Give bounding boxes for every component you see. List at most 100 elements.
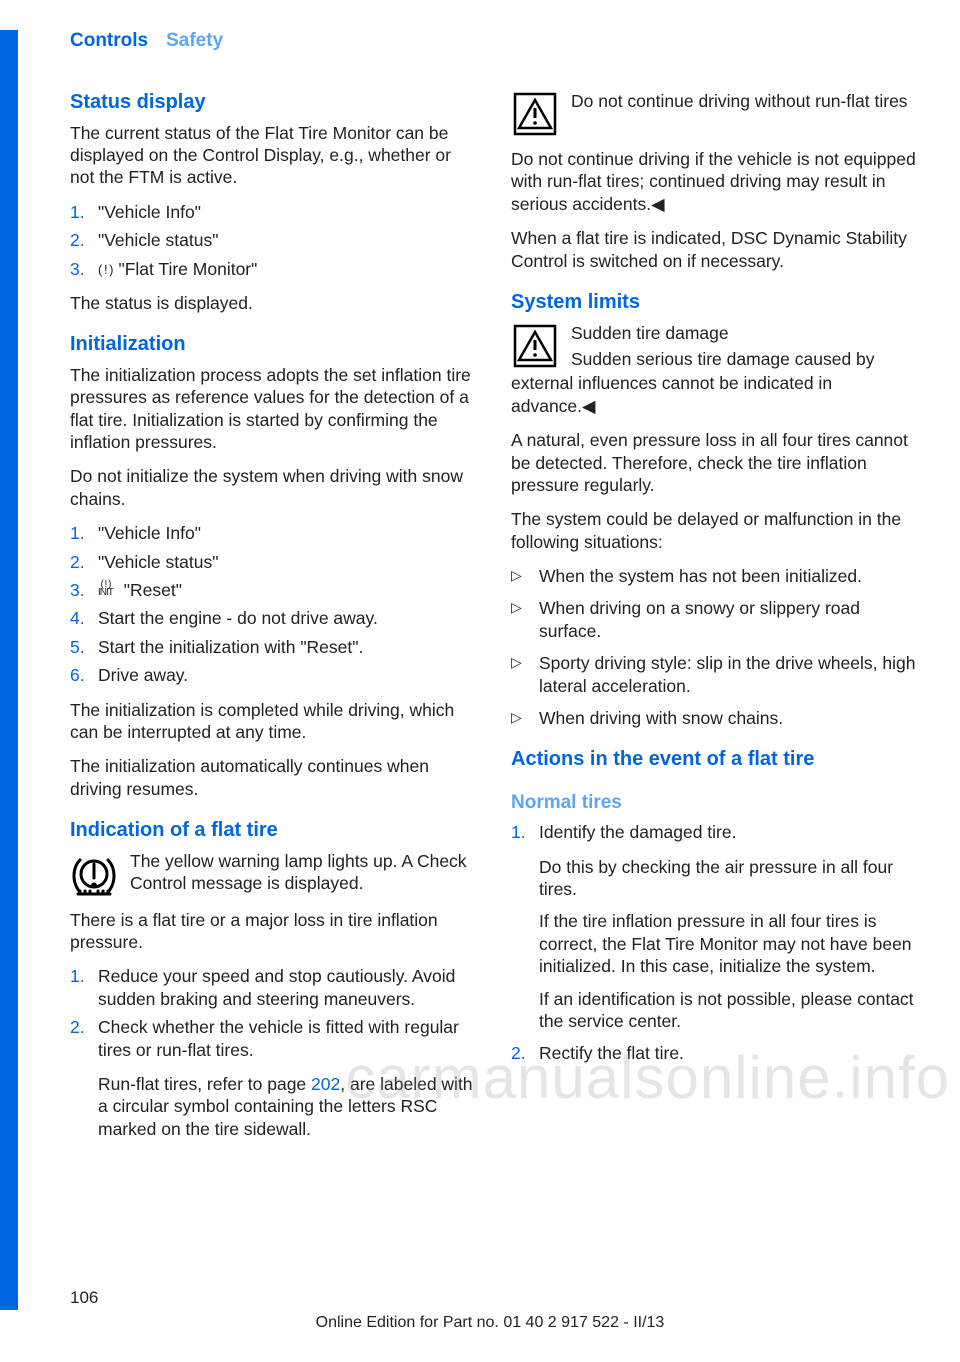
list-item: 3.( ! ) "Flat Tire Monitor" [70,258,479,280]
bullet-text: When driving on a snowy or slippery road… [539,597,920,642]
warning-triangle-icon [511,90,559,138]
page-footer: 106 Online Edition for Part no. 01 40 2 … [60,1288,920,1332]
list-item: 2.Rectify the flat tire. [511,1042,920,1064]
reset-glyph-icon: ( ! )INIT [98,581,113,597]
page-number: 106 [60,1288,920,1308]
list-item: 3.( ! )INIT "Reset" [70,579,479,601]
right-column: Do not continue driving without run-flat… [511,90,920,1150]
init-p4: The initialization automatically continu… [70,755,479,800]
step-number: 1. [70,201,98,223]
warning-2-text: Sudden tire damage Sudden serious tire d… [571,322,875,371]
init-steps: 1."Vehicle Info" 2."Vehicle status" 3.( … [70,522,479,686]
page-link-202[interactable]: 202 [311,1074,340,1094]
side-accent-bar [0,30,18,1310]
step-number: 6. [70,664,98,686]
list-item: 5.Start the initialization with "Reset". [70,636,479,658]
list-item: 1."Vehicle Info" [70,522,479,544]
step-label: "Reset" [124,580,182,600]
page-header: Controls Safety [60,30,920,52]
status-intro: The current status of the Flat Tire Moni… [70,122,479,189]
init-p3: The initialization is completed while dr… [70,699,479,744]
step-number: 1. [70,522,98,544]
step-text: "Vehicle status" [98,229,479,251]
heading-indication: Indication of a flat tire [70,818,479,844]
actions-steps: 1.Identify the damaged tire. [511,821,920,843]
step-number: 1. [70,965,98,1010]
step-number: 5. [70,636,98,658]
warning-row-2: Sudden tire damage Sudden serious tire d… [511,322,920,371]
bullet-text: When driving with snow chains. [539,707,783,729]
step-number: 4. [70,607,98,629]
step-text: Rectify the flat tire. [539,1042,920,1064]
init-p1: The initialization process adopts the se… [70,364,479,454]
content-columns: Status display The current status of the… [60,90,920,1150]
left-column: Status display The current status of the… [70,90,479,1150]
flat-tire-icon-row: The yellow warning lamp lights up. A Che… [70,850,479,905]
list-item: 4.Start the engine - do not drive away. [70,607,479,629]
list-item: 1.Identify the damaged tire. [511,821,920,843]
list-item: Sporty driving style: slip in the drive … [511,652,920,697]
step-text: Reduce your speed and stop cautiously. A… [98,965,479,1010]
list-item: 1.Reduce your speed and stop cautiously.… [70,965,479,1010]
step-number: 3. [70,258,98,280]
bullet-text: When the system has not been initialized… [539,565,862,587]
step-number: 2. [70,229,98,251]
runflat-note: Run-flat tires, refer to page 202, are l… [98,1073,479,1140]
tire-glyph-icon: ( ! ) [98,262,113,277]
flat-tire-warning-icon [70,850,118,898]
step-text: Check whether the vehicle is fitted with… [98,1016,479,1061]
status-steps: 1."Vehicle Info" 2."Vehicle status" 3.( … [70,201,479,280]
heading-initialization: Initialization [70,332,479,358]
status-outro: The status is displayed. [70,292,479,314]
header-safety: Safety [166,30,223,52]
heading-system-limits: System limits [511,290,920,316]
step-text: ( ! ) "Flat Tire Monitor" [98,258,479,280]
syslim-p2: The system could be delayed or malfuncti… [511,508,920,553]
list-item: When the system has not been initialized… [511,565,920,587]
heading-actions: Actions in the event of a flat tire [511,747,920,773]
actions-steps-2: 2.Rectify the flat tire. [511,1042,920,1064]
warning-2-body-start: Sudden serious tire damage caused by [571,348,875,370]
syslim-bullets: When the system has not been initialized… [511,565,920,729]
heading-normal-tires: Normal tires [511,791,920,815]
init-p2: Do not initialize the system when drivin… [70,465,479,510]
warning-2-title: Sudden tire damage [571,322,875,344]
icon-text-1: The yellow warning lamp lights up. A Che… [130,850,479,895]
warning-1-body: Do not continue driving if the vehicle i… [511,148,920,215]
list-item: 1."Vehicle Info" [70,201,479,223]
step-text: Start the engine - do not drive away. [98,607,479,629]
step-number: 2. [70,551,98,573]
actions-sub3: If an identification is not possible, pl… [539,988,920,1033]
warning-1-title: Do not continue driving without run-flat… [571,90,908,112]
step-text: Drive away. [98,664,479,686]
flat-tire-icon-text: The yellow warning lamp lights up. A Che… [130,850,479,905]
heading-status-display: Status display [70,90,479,116]
list-item: When driving with snow chains. [511,707,920,729]
actions-sub2: If the tire inflation pressure in all fo… [539,910,920,977]
list-item: When driving on a snowy or slippery road… [511,597,920,642]
manual-page: Controls Safety Status display The curre… [0,0,960,1362]
warning-row-1: Do not continue driving without run-flat… [511,90,920,138]
bullet-text: Sporty driving style: slip in the drive … [539,652,920,697]
step-number: 3. [70,579,98,601]
step-text: "Vehicle Info" [98,201,479,223]
actions-sub1: Do this by checking the air pressure in … [539,856,920,901]
warning-2-body: external influences cannot be indicated … [511,372,920,417]
step-text: "Vehicle status" [98,551,479,573]
syslim-p1: A natural, even pressure loss in all fou… [511,429,920,496]
list-item: 2.Check whether the vehicle is fitted wi… [70,1016,479,1061]
header-controls: Controls [70,30,148,52]
warning-triangle-icon [511,322,559,370]
footer-edition: Online Edition for Part no. 01 40 2 917 … [60,1314,920,1332]
dsc-note: When a flat tire is indicated, DSC Dynam… [511,227,920,272]
list-item: 2."Vehicle status" [70,229,479,251]
step-number: 2. [70,1016,98,1061]
step-text: Identify the damaged tire. [539,821,920,843]
step-label: "Flat Tire Monitor" [119,259,258,279]
step-text: Start the initialization with "Reset". [98,636,479,658]
indication-steps: 1.Reduce your speed and stop cautiously.… [70,965,479,1061]
step-text: "Vehicle Info" [98,522,479,544]
step-number: 2. [511,1042,539,1064]
runflat-a: Run-flat tires, refer to page [98,1074,311,1094]
icon-text-2: There is a flat tire or a major loss in … [70,909,479,954]
